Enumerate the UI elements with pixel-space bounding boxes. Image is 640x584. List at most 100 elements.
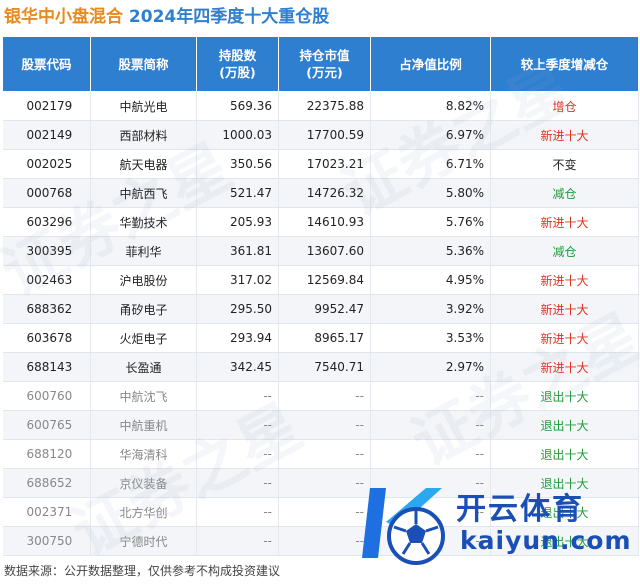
col-header-ratio: 占净值比例 (370, 36, 491, 92)
table-row: 002371 北方华创 -- -- -- 退出十大 (2, 497, 639, 527)
position-change: 退出十大 (490, 468, 639, 498)
table-row: 002025 航天电器 350.56 17023.21 6.71% 不变 (2, 149, 639, 179)
col-header-shares: 持股数 (万股) (196, 36, 279, 92)
net-value-ratio: 5.76% (370, 207, 491, 237)
market-value: -- (278, 410, 371, 440)
col-header-code: 股票代码 (2, 36, 91, 92)
stock-code: 002025 (2, 149, 91, 179)
table-row: 603296 华勤技术 205.93 14610.93 5.76% 新进十大 (2, 207, 639, 237)
table-row: 600760 中航沈飞 -- -- -- 退出十大 (2, 381, 639, 411)
net-value-ratio: -- (370, 410, 491, 440)
stock-name: 长盈通 (90, 352, 197, 382)
brand-logo: 开云体育 kaiyun.com (356, 478, 636, 570)
table-header-row: 股票代码 股票简称 持股数 (万股) 持仓市值 (万元) 占净值比例 较上季度增减仓 (2, 36, 639, 92)
net-value-ratio: -- (370, 468, 491, 498)
shares-held: 569.36 (196, 91, 279, 121)
stock-name: 华勤技术 (90, 207, 197, 237)
stock-code: 002463 (2, 265, 91, 295)
stock-name: 京仪装备 (90, 468, 197, 498)
col-header-change: 较上季度增减仓 (490, 36, 639, 92)
net-value-ratio: 8.82% (370, 91, 491, 121)
stock-name: 中航西飞 (90, 178, 197, 208)
shares-held: 295.50 (196, 294, 279, 324)
market-value: 13607.60 (278, 236, 371, 266)
shares-held: -- (196, 439, 279, 469)
market-value: 17023.21 (278, 149, 371, 179)
position-change: 退出十大 (490, 410, 639, 440)
stock-code: 300750 (2, 526, 91, 556)
table-row: 688362 甬矽电子 295.50 9952.47 3.92% 新进十大 (2, 294, 639, 324)
stock-code: 002371 (2, 497, 91, 527)
table-row: 000768 中航西飞 521.47 14726.32 5.80% 减仓 (2, 178, 639, 208)
position-change: 退出十大 (490, 497, 639, 527)
position-change: 新进十大 (490, 207, 639, 237)
table-row: 300395 菲利华 361.81 13607.60 5.36% 减仓 (2, 236, 639, 266)
stock-code: 600765 (2, 410, 91, 440)
shares-held: 521.47 (196, 178, 279, 208)
market-value: 22375.88 (278, 91, 371, 121)
table-row: 002149 西部材料 1000.03 17700.59 6.97% 新进十大 (2, 120, 639, 150)
table-row: 002463 沪电股份 317.02 12569.84 4.95% 新进十大 (2, 265, 639, 295)
position-change: 新进十大 (490, 294, 639, 324)
shares-held: -- (196, 497, 279, 527)
position-change: 退出十大 (490, 526, 639, 556)
net-value-ratio: 5.36% (370, 236, 491, 266)
page-title: 银华中小盘混合 2024年四季度十大重仓股 (4, 2, 329, 32)
shares-held: 350.56 (196, 149, 279, 179)
market-value: 12569.84 (278, 265, 371, 295)
logo-name: 开云体育 (456, 492, 584, 527)
stock-code: 603296 (2, 207, 91, 237)
market-value: 8965.17 (278, 323, 371, 353)
shares-held: 205.93 (196, 207, 279, 237)
shares-held: 361.81 (196, 236, 279, 266)
net-value-ratio: 2.97% (370, 352, 491, 382)
data-source-note: 数据来源：公开数据整理，仅供参考不构成投资建议 (4, 564, 281, 578)
shares-held: 317.02 (196, 265, 279, 295)
stock-name: 中航重机 (90, 410, 197, 440)
net-value-ratio: 3.92% (370, 294, 491, 324)
market-value: -- (278, 381, 371, 411)
market-value: 9952.47 (278, 294, 371, 324)
shares-held: 293.94 (196, 323, 279, 353)
net-value-ratio: -- (370, 439, 491, 469)
stock-code: 600760 (2, 381, 91, 411)
holdings-table: 股票代码 股票简称 持股数 (万股) 持仓市值 (万元) 占净值比例 较上季度增减仓… (2, 36, 639, 556)
position-change: 新进十大 (490, 323, 639, 353)
position-change: 退出十大 (490, 439, 639, 469)
stock-name: 西部材料 (90, 120, 197, 150)
stock-name: 甬矽电子 (90, 294, 197, 324)
stock-code: 300395 (2, 236, 91, 266)
col-header-name: 股票简称 (90, 36, 197, 92)
stock-name: 航天电器 (90, 149, 197, 179)
market-value: -- (278, 468, 371, 498)
stock-code: 000768 (2, 178, 91, 208)
table-row: 688143 长盈通 342.45 7540.71 2.97% 新进十大 (2, 352, 639, 382)
stock-name: 北方华创 (90, 497, 197, 527)
shares-held: -- (196, 468, 279, 498)
stock-code: 002179 (2, 91, 91, 121)
net-value-ratio: 5.80% (370, 178, 491, 208)
fund-name: 银华中小盘混合 (4, 7, 123, 27)
table-row: 603678 火炬电子 293.94 8965.17 3.53% 新进十大 (2, 323, 639, 353)
shares-held: 1000.03 (196, 120, 279, 150)
shares-held: -- (196, 410, 279, 440)
table-row: 600765 中航重机 -- -- -- 退出十大 (2, 410, 639, 440)
market-value: 14610.93 (278, 207, 371, 237)
table-row: 688652 京仪装备 -- -- -- 退出十大 (2, 468, 639, 498)
position-change: 增仓 (490, 91, 639, 121)
position-change: 减仓 (490, 178, 639, 208)
stock-name: 中航光电 (90, 91, 197, 121)
position-change: 退出十大 (490, 381, 639, 411)
market-value: -- (278, 497, 371, 527)
logo-domain: kaiyun.com (460, 526, 632, 555)
stock-name: 宁德时代 (90, 526, 197, 556)
shares-held: -- (196, 526, 279, 556)
net-value-ratio: 4.95% (370, 265, 491, 295)
shares-held: -- (196, 381, 279, 411)
market-value: -- (278, 439, 371, 469)
net-value-ratio: -- (370, 381, 491, 411)
market-value: 7540.71 (278, 352, 371, 382)
stock-name: 中航沈飞 (90, 381, 197, 411)
stock-code: 603678 (2, 323, 91, 353)
net-value-ratio: 3.53% (370, 323, 491, 353)
